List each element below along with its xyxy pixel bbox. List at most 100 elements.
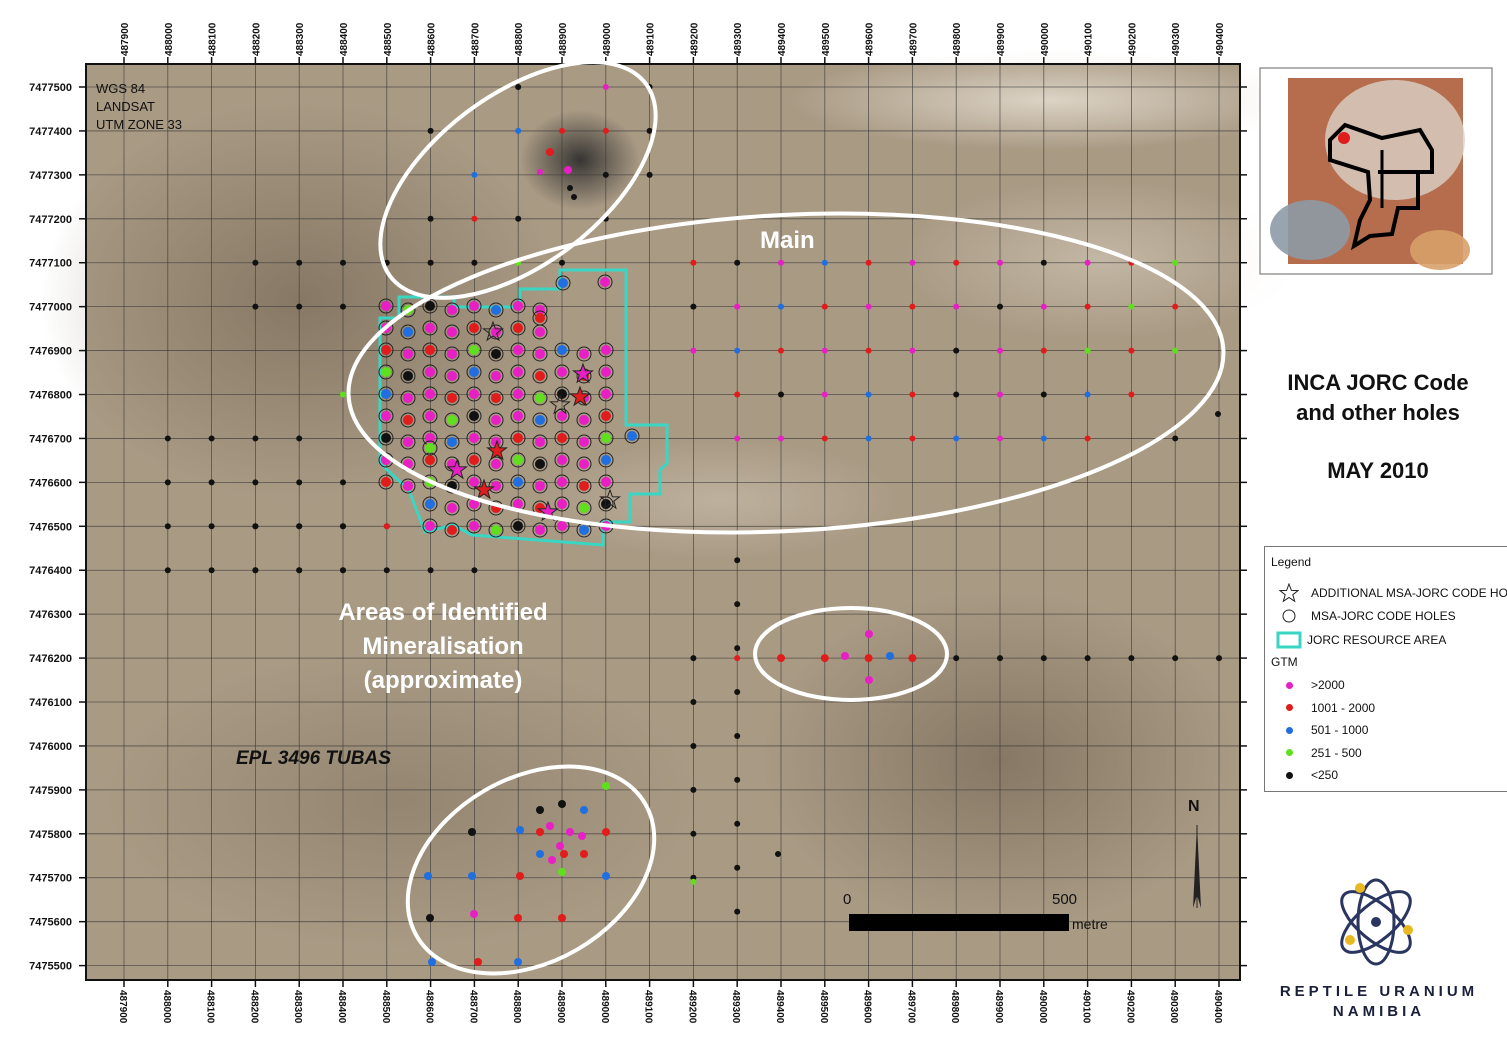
drill-hole bbox=[164, 479, 171, 486]
drill-hole bbox=[208, 479, 215, 486]
drill-hole bbox=[734, 601, 741, 608]
msa-jorc-hole bbox=[466, 364, 482, 380]
drill-hole bbox=[602, 171, 609, 178]
drill-hole bbox=[469, 455, 479, 465]
title-line-2: and other holes bbox=[1296, 400, 1460, 425]
drill-hole bbox=[491, 305, 501, 315]
title-line-1: INCA JORC Code bbox=[1287, 370, 1469, 395]
drill-hole bbox=[514, 914, 522, 922]
drill-hole bbox=[513, 323, 523, 333]
x-tick-label: 488100 bbox=[205, 990, 216, 1024]
drill-hole bbox=[252, 259, 259, 266]
drill-hole bbox=[513, 389, 523, 399]
drill-hole bbox=[557, 499, 567, 509]
drill-hole bbox=[381, 411, 391, 421]
drill-hole bbox=[558, 868, 566, 876]
drill-hole bbox=[252, 479, 259, 486]
msa-jorc-hole bbox=[378, 320, 394, 336]
company-name: REPTILE URANIUM NAMIBIA bbox=[1254, 982, 1504, 1022]
x-tick-label: 488600 bbox=[427, 22, 438, 56]
msa-jorc-hole bbox=[378, 474, 394, 490]
drill-hole bbox=[208, 567, 215, 574]
drill-hole bbox=[601, 433, 611, 443]
projection-datum: WGS 84 bbox=[96, 81, 146, 96]
drill-hole bbox=[468, 872, 476, 880]
drill-hole bbox=[734, 645, 741, 652]
drill-hole bbox=[775, 851, 781, 857]
drill-hole bbox=[646, 171, 653, 178]
msa-jorc-hole bbox=[532, 478, 548, 494]
x-tick-label: 487900 bbox=[120, 22, 131, 56]
msa-jorc-hole bbox=[576, 412, 592, 428]
x-tick-labels-top: 487900 488000 488100 488200 488300 488400 4885… bbox=[120, 22, 1226, 56]
drill-hole bbox=[602, 828, 610, 836]
drill-hole bbox=[820, 654, 829, 663]
msa-jorc-hole bbox=[554, 496, 570, 512]
msa-jorc-hole bbox=[576, 434, 592, 450]
drill-hole bbox=[909, 303, 916, 310]
gtm-dot-icon bbox=[1275, 681, 1303, 689]
drill-hole bbox=[208, 435, 215, 442]
legend-gtm-item: 1001 - 2000 bbox=[1275, 698, 1375, 718]
x-tick-label: 489900 bbox=[993, 990, 1004, 1024]
msa-jorc-hole bbox=[400, 434, 416, 450]
y-tick-label: 7476300 bbox=[29, 609, 72, 621]
drill-hole bbox=[1040, 435, 1047, 442]
x-tick-label: 490400 bbox=[1215, 22, 1226, 56]
drill-hole bbox=[252, 523, 259, 530]
msa-jorc-hole bbox=[532, 346, 548, 362]
drill-hole bbox=[690, 742, 697, 749]
x-tick-label: 489700 bbox=[905, 990, 916, 1024]
x-tick-label: 488600 bbox=[424, 990, 435, 1024]
drill-hole bbox=[535, 349, 545, 359]
projection-source: LANDSAT bbox=[96, 99, 155, 114]
drill-hole bbox=[1128, 655, 1135, 662]
drill-hole bbox=[535, 415, 545, 425]
drill-hole bbox=[734, 259, 741, 266]
drill-hole bbox=[778, 347, 784, 354]
drill-hole bbox=[381, 301, 391, 311]
drill-hole bbox=[513, 455, 523, 465]
msa-jorc-hole bbox=[532, 412, 548, 428]
drill-hole bbox=[865, 391, 872, 398]
drill-hole bbox=[469, 499, 479, 509]
msa-jorc-hole bbox=[422, 386, 438, 402]
zone-ellipse-south bbox=[405, 764, 657, 976]
legend-gtm-title: GTM bbox=[1271, 655, 1298, 669]
drill-hole bbox=[557, 455, 567, 465]
drill-hole bbox=[1216, 655, 1222, 662]
drill-hole bbox=[491, 459, 501, 469]
circle-icon bbox=[1275, 608, 1303, 624]
msa-jorc-hole bbox=[510, 364, 526, 380]
x-tick-label: 489200 bbox=[689, 22, 700, 56]
scale-start: 0 bbox=[843, 891, 852, 908]
drill-hole bbox=[777, 654, 785, 663]
legend-gtm-item: <250 bbox=[1275, 765, 1338, 785]
drill-hole bbox=[403, 393, 413, 403]
drill-hole bbox=[601, 389, 611, 399]
legend-item-jorc-area: JORC RESOURCE AREA bbox=[1275, 630, 1446, 650]
x-tick-label: 488300 bbox=[292, 990, 303, 1024]
drill-hole bbox=[602, 127, 609, 134]
drill-hole bbox=[427, 567, 434, 574]
x-tick-label: 490300 bbox=[1171, 22, 1182, 56]
drill-hole bbox=[821, 435, 828, 442]
drill-hole bbox=[425, 499, 435, 509]
drill-hole bbox=[865, 435, 872, 442]
drill-hole bbox=[778, 435, 784, 442]
drill-hole bbox=[427, 127, 434, 134]
x-tick-label: 489400 bbox=[777, 22, 788, 56]
drill-hole bbox=[690, 347, 697, 354]
star-icon bbox=[1275, 583, 1303, 603]
drill-hole bbox=[646, 127, 653, 134]
drill-hole bbox=[516, 826, 524, 834]
y-tick-label: 7476000 bbox=[29, 741, 72, 753]
drill-hole bbox=[1084, 347, 1091, 354]
legend-gtm-item: >2000 bbox=[1275, 675, 1345, 695]
y-tick-label: 7476900 bbox=[29, 346, 72, 358]
msa-jorc-hole bbox=[466, 298, 482, 314]
drill-hole bbox=[513, 499, 523, 509]
drill-hole bbox=[447, 415, 457, 425]
drill-hole bbox=[734, 864, 741, 871]
zone-label-line-2: Mineralisation bbox=[362, 633, 524, 660]
